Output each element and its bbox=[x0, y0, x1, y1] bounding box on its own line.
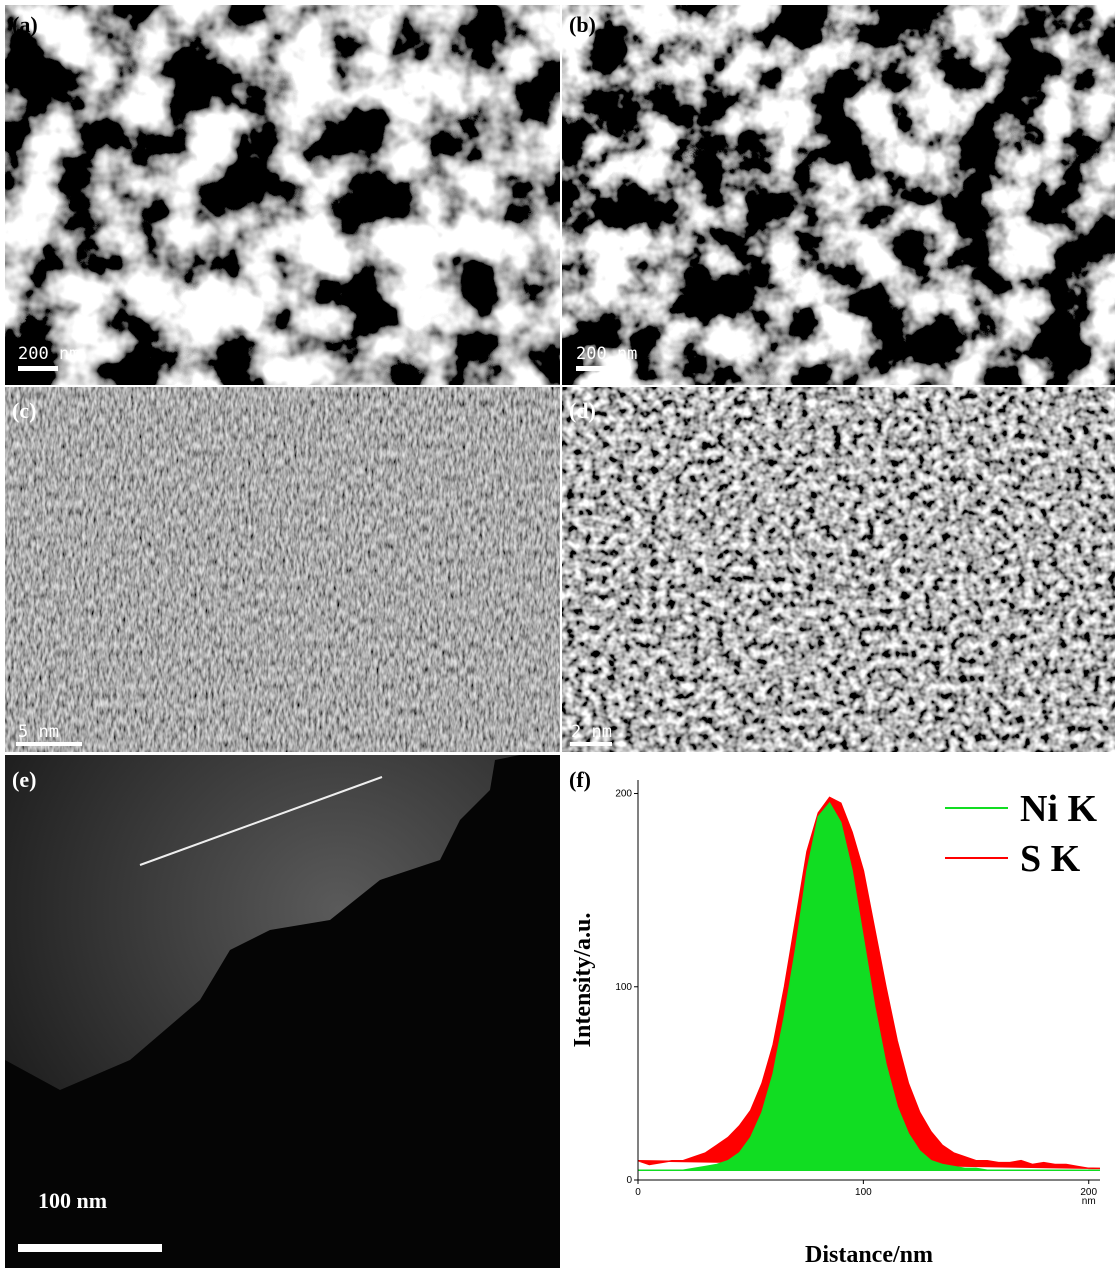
panel-label: (f) bbox=[569, 767, 591, 792]
panel-label: (c) bbox=[12, 398, 36, 423]
scale-bar-label: 200 nm bbox=[576, 344, 637, 364]
panel-a: (a) 200 nm bbox=[5, 5, 560, 385]
scale-bar bbox=[570, 742, 612, 746]
panel-e: (e) 100 nm bbox=[5, 755, 560, 1268]
scale-bar bbox=[16, 742, 82, 746]
scale-bar bbox=[18, 366, 58, 371]
scale-bar bbox=[576, 366, 631, 371]
y-tick-label: 0 bbox=[626, 1175, 632, 1186]
y-tick-label: 100 bbox=[615, 982, 632, 993]
figure: (a) 200 nm (b) 200 nm (c) 5 nm (d) 2 nm … bbox=[0, 0, 1115, 1273]
panel-d: (d) 2 nm bbox=[562, 387, 1115, 752]
scale-bar bbox=[18, 1244, 162, 1252]
panel-b: (b) 200 nm bbox=[562, 5, 1115, 385]
panel-label: (a) bbox=[12, 12, 38, 37]
x-unit: nm bbox=[1082, 1196, 1096, 1207]
x-tick-label: 100 bbox=[855, 1187, 872, 1198]
scale-bar-label: 2 nm bbox=[571, 722, 612, 742]
hrtem-image bbox=[562, 387, 1115, 752]
panel-c: (c) 5 nm bbox=[5, 387, 560, 752]
tem-image bbox=[5, 5, 560, 385]
panel-label: (d) bbox=[569, 398, 596, 423]
scale-bar-label: 200 nm bbox=[18, 344, 79, 364]
panel-label: (b) bbox=[569, 12, 596, 37]
legend-label: Ni K bbox=[1020, 788, 1098, 830]
scale-bar-label: 100 nm bbox=[38, 1188, 107, 1213]
hrtem-image bbox=[5, 387, 560, 752]
x-tick-label: 0 bbox=[635, 1187, 641, 1198]
tem-image bbox=[562, 5, 1115, 385]
legend-label: S K bbox=[1020, 838, 1081, 880]
scale-bar-label: 5 nm bbox=[18, 722, 59, 742]
y-axis-label: Intensity/a.u. bbox=[570, 913, 596, 1048]
y-tick-label: 200 bbox=[615, 789, 632, 800]
panel-label: (e) bbox=[12, 767, 36, 792]
x-axis-label: Distance/nm bbox=[805, 1242, 933, 1268]
